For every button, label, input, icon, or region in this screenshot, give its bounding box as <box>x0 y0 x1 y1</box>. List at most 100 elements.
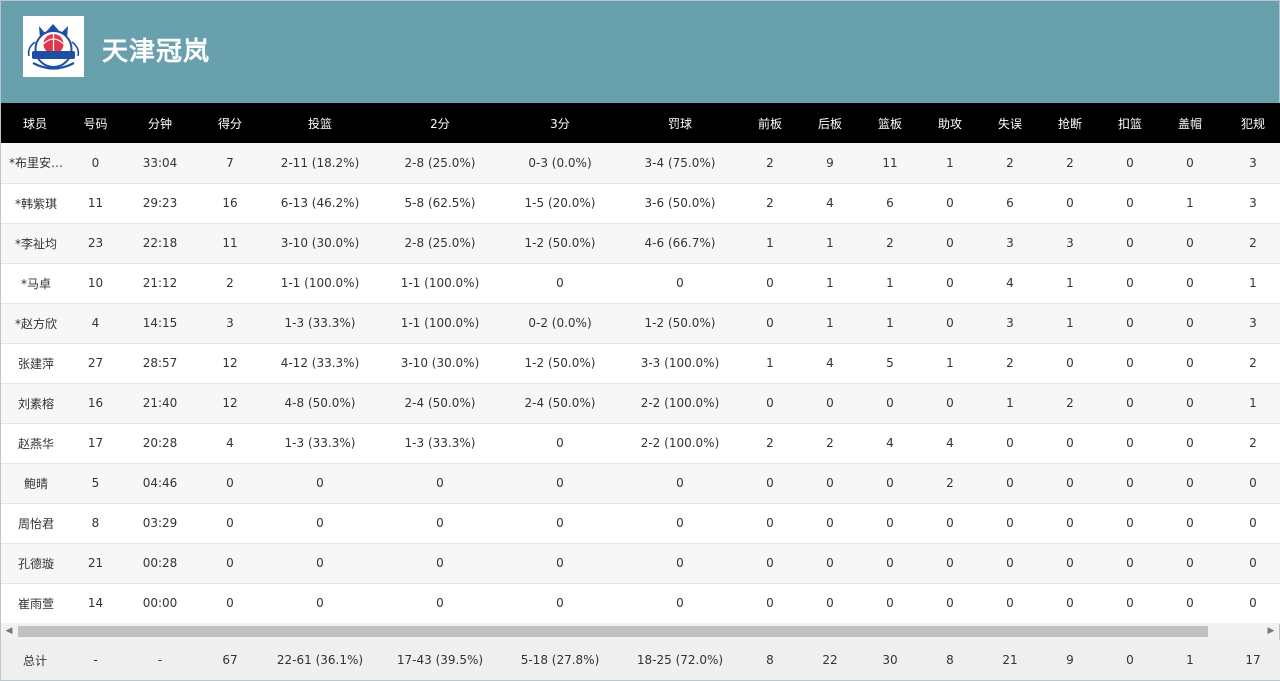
column-header[interactable]: 罚球 <box>667 116 692 131</box>
stat-cell: 16 <box>87 396 104 410</box>
stat-cell: 11 <box>87 196 104 210</box>
stat-cell: 14:15 <box>142 316 178 330</box>
stat-cell: 0 <box>766 396 774 410</box>
stat-cell: 4 <box>826 196 834 210</box>
stat-cell: 0 <box>766 516 774 530</box>
table-row: 张建萍 27 28:57 12 4-12 (33.3%) 3-10 (30.0%) 1-2 … <box>1 343 1280 383</box>
player-name[interactable]: *韩紫琪 <box>14 196 57 211</box>
column-header[interactable]: 投篮 <box>307 116 332 131</box>
stat-cell: 0 <box>886 556 894 570</box>
player-name[interactable]: 赵燕华 <box>17 436 54 451</box>
stat-cell: 0 <box>436 556 444 570</box>
table-row: *赵方欣 4 14:15 3 1-3 (33.3%) 1-1 (100.0%) 0-2 (0… <box>1 303 1280 343</box>
stat-cell: 1-3 (33.3%) <box>404 436 476 450</box>
stat-cell: 0-2 (0.0%) <box>528 316 592 330</box>
totals-cell: 17-43 (39.5%) <box>396 653 484 667</box>
team-logo <box>23 16 84 77</box>
table-row: 刘素榕 16 21:40 12 4-8 (50.0%) 2-4 (50.0%) 2-4 (5… <box>1 383 1280 423</box>
stat-cell: 0 <box>946 236 954 250</box>
totals-row-container: 总计 - - 67 22-61 (36.1%) 17-43 (39.5%) 5-18 (27… <box>1 640 1280 680</box>
table-body: *布里安… 0 33:04 7 2-11 (18.2%) 2-8 (25.0%) 0-3 (… <box>1 143 1280 623</box>
stat-cell: 0 <box>556 476 564 490</box>
column-header[interactable]: 球员 <box>22 116 47 131</box>
stat-cell: 0 <box>1126 596 1134 610</box>
stat-cell: 03:29 <box>142 516 178 530</box>
team-name: 天津冠岚 <box>102 37 211 67</box>
totals-cell: 30 <box>882 653 898 667</box>
stat-cell: 11 <box>882 155 898 170</box>
horizontal-scrollbar[interactable]: ◀ ▶ <box>1 623 1279 640</box>
column-header[interactable]: 抢断 <box>1057 116 1082 131</box>
column-header[interactable]: 3分 <box>550 116 570 131</box>
stat-cell: 6 <box>886 196 894 210</box>
totals-row: 总计 - - 67 22-61 (36.1%) 17-43 (39.5%) 5-18 (27… <box>1 640 1280 680</box>
column-header[interactable]: 后板 <box>817 116 842 131</box>
stat-cell: 2 <box>226 276 234 290</box>
player-name[interactable]: *布里安… <box>8 156 63 171</box>
stat-cell: 0 <box>556 596 564 610</box>
stat-cell: 0 <box>1066 556 1074 570</box>
stat-cell: 0 <box>886 596 894 610</box>
totals-cell: 1 <box>1186 653 1194 667</box>
scroll-right-icon[interactable]: ▶ <box>1267 626 1275 636</box>
player-name[interactable]: 刘素榕 <box>17 396 54 411</box>
stat-cell: 0-3 (0.0%) <box>528 155 592 170</box>
column-header[interactable]: 前板 <box>757 116 782 131</box>
player-name[interactable]: *马卓 <box>20 276 51 291</box>
stat-cell: 2-2 (100.0%) <box>640 396 720 410</box>
stat-cell: 3 <box>1249 316 1257 330</box>
scroll-left-icon[interactable]: ◀ <box>5 626 13 636</box>
player-name[interactable]: 崔雨萱 <box>17 596 54 611</box>
stat-cell: 0 <box>1186 276 1194 290</box>
stat-cell: 28:57 <box>142 356 178 370</box>
scroll-thumb[interactable] <box>18 626 1208 637</box>
totals-cell: 0 <box>1126 653 1134 667</box>
column-header[interactable]: 助攻 <box>937 116 962 131</box>
stat-cell: 3 <box>1249 155 1257 170</box>
stat-cell: 1-2 (50.0%) <box>644 316 716 330</box>
player-name[interactable]: 孔德璇 <box>17 556 54 571</box>
player-name[interactable]: *李祉均 <box>14 236 57 251</box>
table-row: 鲍晴 5 04:46 0 0 0 0 0 0 0 0 2 0 0 0 0 0 <box>1 463 1280 503</box>
stat-cell: 5 <box>886 356 894 370</box>
stat-cell: 3-6 (50.0%) <box>644 196 716 210</box>
totals-cell: 22 <box>822 653 838 667</box>
column-header[interactable]: 得分 <box>217 116 242 131</box>
stat-cell: 0 <box>946 276 954 290</box>
stat-cell: 29:23 <box>142 196 178 210</box>
stat-cell: 04:46 <box>142 476 178 490</box>
stat-cell: 1 <box>1249 276 1257 290</box>
stat-cell: 1 <box>946 356 954 370</box>
table-row: *韩紫琪 11 29:23 16 6-13 (46.2%) 5-8 (62.5%) 1-5 … <box>1 183 1280 223</box>
player-name[interactable]: 张建萍 <box>17 356 54 371</box>
stat-cell: 3-10 (30.0%) <box>280 236 360 250</box>
stat-cell: 2 <box>886 236 894 250</box>
stat-cell: 0 <box>1186 155 1194 170</box>
column-header[interactable]: 篮板 <box>877 116 902 131</box>
column-header[interactable]: 2分 <box>430 116 450 131</box>
player-name[interactable]: 鲍晴 <box>23 476 48 491</box>
stat-cell: 0 <box>1066 356 1074 370</box>
stat-cell: 0 <box>1186 556 1194 570</box>
player-name[interactable]: 周怡君 <box>17 516 54 531</box>
stat-cell: 0 <box>1186 236 1194 250</box>
column-header[interactable]: 失误 <box>997 116 1022 131</box>
stat-cell: 1-2 (50.0%) <box>524 356 596 370</box>
stat-cell: 0 <box>1186 516 1194 530</box>
stat-cell: 0 <box>1249 596 1257 610</box>
player-name[interactable]: *赵方欣 <box>14 316 57 331</box>
stat-cell: 2 <box>1249 436 1257 450</box>
column-header[interactable]: 盖帽 <box>1177 116 1202 131</box>
column-header[interactable]: 犯规 <box>1240 116 1265 131</box>
stat-cell: 2 <box>766 155 774 170</box>
column-header[interactable]: 分钟 <box>147 116 172 131</box>
stat-cell: 1 <box>1066 276 1074 290</box>
totals-label: 总计 <box>22 653 47 668</box>
column-header[interactable]: 扣篮 <box>1117 116 1142 131</box>
stat-cell: 1-5 (20.0%) <box>524 196 596 210</box>
stat-cell: 8 <box>91 516 100 530</box>
table-row: *布里安… 0 33:04 7 2-11 (18.2%) 2-8 (25.0%) 0-3 (… <box>1 143 1280 183</box>
table-row: 孔德璇 21 00:28 0 0 0 0 0 0 0 0 0 0 0 0 0 0 <box>1 543 1280 583</box>
column-header[interactable]: 号码 <box>83 116 108 131</box>
